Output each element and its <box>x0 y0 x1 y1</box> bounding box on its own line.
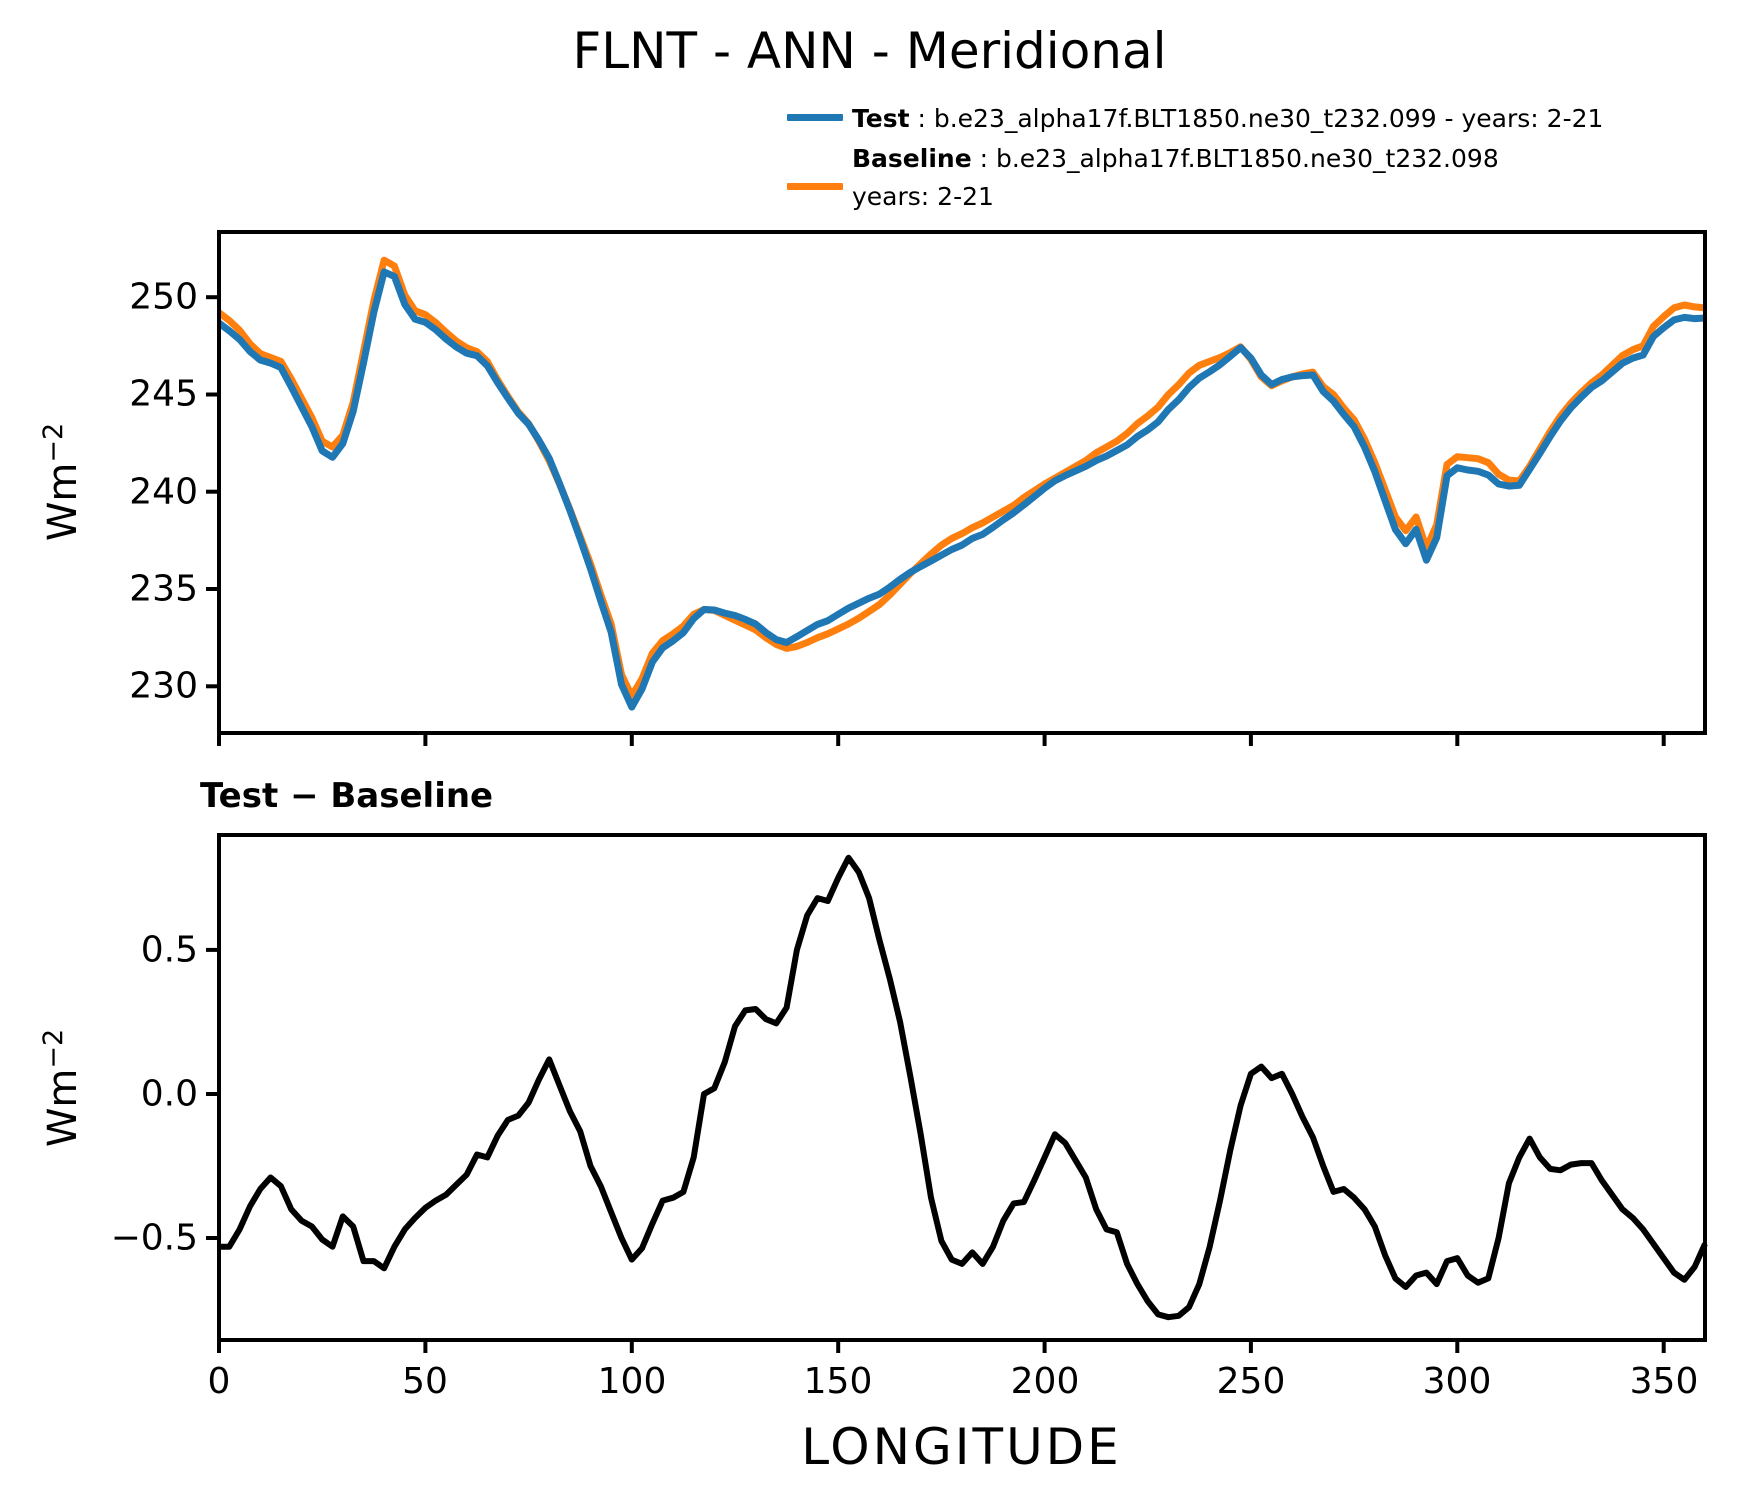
x-tick-label: 250 <box>1216 1361 1286 1402</box>
legend-baseline-years: years: 2-21 <box>852 182 994 211</box>
legend-test-swatch <box>787 114 843 121</box>
legend-test-label: Test : b.e23_alpha17f.BLT1850.ne30_t232.… <box>852 100 1603 138</box>
y-tick-label: 0.0 <box>140 1073 198 1115</box>
x-tick-label: 0 <box>207 1361 231 1402</box>
y-tick-label: −0.5 <box>110 1217 198 1259</box>
axes-spines-panel-2 <box>217 833 1707 1342</box>
x-axis-label: LONGITUDE <box>801 1418 1122 1476</box>
y-tick-label: 230 <box>129 665 198 707</box>
x-tick-label: 100 <box>597 1361 667 1402</box>
x-tick-label: 350 <box>1629 1361 1699 1402</box>
legend-test-name: Test <box>852 104 910 133</box>
legend-baseline-desc: : b.e23_alpha17f.BLT1850.ne30_t232.098 <box>971 144 1499 173</box>
y-tick-label: 240 <box>129 471 198 513</box>
x-tick-label: 50 <box>402 1361 448 1402</box>
legend-baseline-name: Baseline <box>852 144 972 173</box>
x-tick-label: 150 <box>803 1361 873 1402</box>
difference-panel-title: Test − Baseline <box>200 776 494 816</box>
series-line-test-baseline <box>219 854 1708 1321</box>
figure-title: FLNT - ANN - Meridional <box>572 22 1167 80</box>
y-tick-label: 0.5 <box>140 929 198 971</box>
y-tick-label: 245 <box>129 373 198 415</box>
legend-test-desc: : b.e23_alpha17f.BLT1850.ne30_t232.099 -… <box>909 104 1604 133</box>
series-line-test <box>216 268 1706 711</box>
legend-baseline-label: Baseline : b.e23_alpha17f.BLT1850.ne30_t… <box>852 140 1499 216</box>
x-tick-label: 300 <box>1422 1361 1492 1402</box>
axes-spines-panel-1 <box>217 230 1707 735</box>
legend-baseline-swatch <box>787 183 843 190</box>
y-tick-label: 235 <box>129 568 198 610</box>
x-tick-label: 200 <box>1010 1361 1080 1402</box>
y-tick-label: 250 <box>129 276 198 318</box>
series-line-baseline <box>216 256 1706 700</box>
